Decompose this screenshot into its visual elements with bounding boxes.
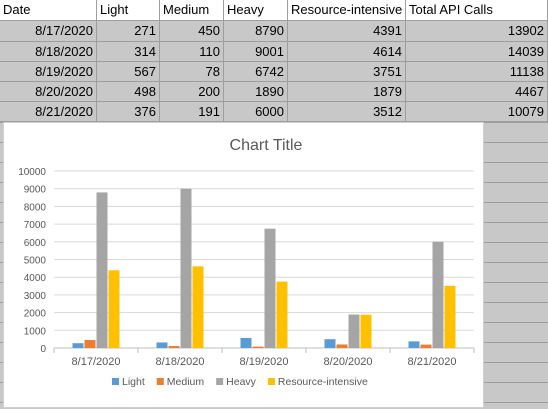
data-cell-date[interactable]: 8/20/2020 bbox=[0, 82, 97, 102]
data-cell-total-api-calls[interactable]: 4467 bbox=[406, 82, 548, 102]
y-tick-label: 1000 bbox=[24, 326, 47, 337]
data-cell-total-api-calls[interactable]: 10079 bbox=[406, 102, 548, 122]
y-tick-label: 2000 bbox=[24, 309, 47, 320]
chart-canvas: Chart Title 0 1000 2000 3000 4000 5000 6000 7000… bbox=[18, 137, 475, 388]
bar-heavy-0 bbox=[96, 192, 108, 348]
bar-light-0 bbox=[72, 343, 84, 348]
data-cell-total-api-calls[interactable]: 13902 bbox=[406, 21, 548, 42]
bar-resource-intensive-2 bbox=[276, 281, 288, 348]
data-cell-light[interactable]: 271 bbox=[97, 21, 160, 42]
x-tick-label: 8/20/2020 bbox=[324, 356, 373, 368]
bar-heavy-1 bbox=[180, 188, 192, 348]
legend-label: Light bbox=[122, 376, 145, 388]
bar-medium-3 bbox=[336, 344, 348, 348]
y-tick-label: 7000 bbox=[24, 220, 47, 231]
x-tick-label: 8/18/2020 bbox=[156, 356, 205, 368]
data-cell-date[interactable]: 8/19/2020 bbox=[0, 62, 97, 82]
header-cell-date[interactable]: Date bbox=[0, 0, 97, 21]
data-cell-light[interactable]: 376 bbox=[97, 102, 160, 122]
legend-swatch-resource-intensive bbox=[267, 378, 275, 385]
header-cell-heavy[interactable]: Heavy bbox=[224, 0, 288, 21]
y-tick-label: 3000 bbox=[24, 291, 47, 302]
bar-medium-2 bbox=[252, 346, 264, 348]
header-cell-total-api-calls[interactable]: Total API Calls bbox=[406, 0, 548, 21]
data-cell-medium[interactable]: 78 bbox=[160, 62, 224, 82]
data-cell-medium[interactable]: 450 bbox=[160, 21, 224, 42]
bar-light-3 bbox=[324, 339, 336, 348]
legend-label: Heavy bbox=[226, 376, 257, 388]
x-tick-label: 8/21/2020 bbox=[408, 356, 457, 368]
data-cell-heavy[interactable]: 8790 bbox=[224, 21, 288, 42]
data-cell-heavy[interactable]: 6000 bbox=[224, 102, 288, 122]
bar-resource-intensive-4 bbox=[444, 285, 456, 348]
y-tick-label: 0 bbox=[40, 344, 46, 355]
y-tick-label: 10000 bbox=[18, 167, 46, 178]
data-cell-light[interactable]: 567 bbox=[97, 62, 160, 82]
legend-label: Resource-intensive bbox=[278, 376, 368, 388]
bar-heavy-3 bbox=[348, 314, 360, 348]
legend-swatch-medium bbox=[156, 378, 164, 385]
data-cell-resource-intensive[interactable]: 3751 bbox=[288, 62, 406, 82]
data-cell-total-api-calls[interactable]: 14039 bbox=[406, 42, 548, 62]
data-cell-light[interactable]: 498 bbox=[97, 82, 160, 102]
clustered-column-chart[interactable]: Chart Title 0 1000 2000 3000 4000 5000 6000 7000… bbox=[3, 122, 484, 408]
y-tick-label: 6000 bbox=[24, 238, 47, 249]
bar-light-1 bbox=[156, 342, 168, 348]
bar-medium-4 bbox=[420, 344, 432, 348]
bar-heavy-2 bbox=[264, 228, 276, 348]
data-cell-resource-intensive[interactable]: 4614 bbox=[288, 42, 406, 62]
bar-resource-intensive-0 bbox=[108, 270, 120, 348]
header-cell-light[interactable]: Light bbox=[97, 0, 160, 21]
y-tick-label: 4000 bbox=[24, 273, 47, 284]
data-cell-date[interactable]: 8/18/2020 bbox=[0, 42, 97, 62]
data-cell-heavy[interactable]: 1890 bbox=[224, 82, 288, 102]
data-cell-medium[interactable]: 191 bbox=[160, 102, 224, 122]
data-cell-total-api-calls[interactable]: 11138 bbox=[406, 62, 548, 82]
header-cell-medium[interactable]: Medium bbox=[160, 0, 224, 21]
data-cell-medium[interactable]: 200 bbox=[160, 82, 224, 102]
data-cell-date[interactable]: 8/17/2020 bbox=[0, 21, 97, 42]
y-tick-label: 9000 bbox=[24, 185, 47, 196]
data-cell-medium[interactable]: 110 bbox=[160, 42, 224, 62]
header-cell-resource-intensive[interactable]: Resource-intensive bbox=[288, 0, 406, 21]
chart-title: Chart Title bbox=[230, 137, 303, 154]
data-cell-resource-intensive[interactable]: 4391 bbox=[288, 21, 406, 42]
legend-swatch-heavy bbox=[216, 378, 224, 385]
y-tick-label: 8000 bbox=[24, 202, 47, 213]
data-cell-heavy[interactable]: 6742 bbox=[224, 62, 288, 82]
data-cell-heavy[interactable]: 9001 bbox=[224, 42, 288, 62]
bar-medium-0 bbox=[84, 340, 96, 348]
bar-medium-1 bbox=[168, 346, 180, 348]
data-cell-light[interactable]: 314 bbox=[97, 42, 160, 62]
bar-light-2 bbox=[240, 337, 252, 348]
data-cell-date[interactable]: 8/21/2020 bbox=[0, 102, 97, 122]
legend-swatch-light bbox=[112, 378, 119, 385]
legend-label: Medium bbox=[167, 376, 205, 388]
x-tick-label: 8/19/2020 bbox=[240, 356, 289, 368]
bar-resource-intensive-1 bbox=[192, 266, 204, 348]
data-cell-resource-intensive[interactable]: 3512 bbox=[288, 102, 406, 122]
bar-resource-intensive-3 bbox=[360, 314, 372, 348]
data-cell-resource-intensive[interactable]: 1879 bbox=[288, 82, 406, 102]
bar-heavy-4 bbox=[432, 241, 444, 348]
x-tick-label: 8/17/2020 bbox=[72, 356, 121, 368]
bar-light-4 bbox=[408, 341, 420, 348]
y-tick-label: 5000 bbox=[24, 256, 47, 267]
